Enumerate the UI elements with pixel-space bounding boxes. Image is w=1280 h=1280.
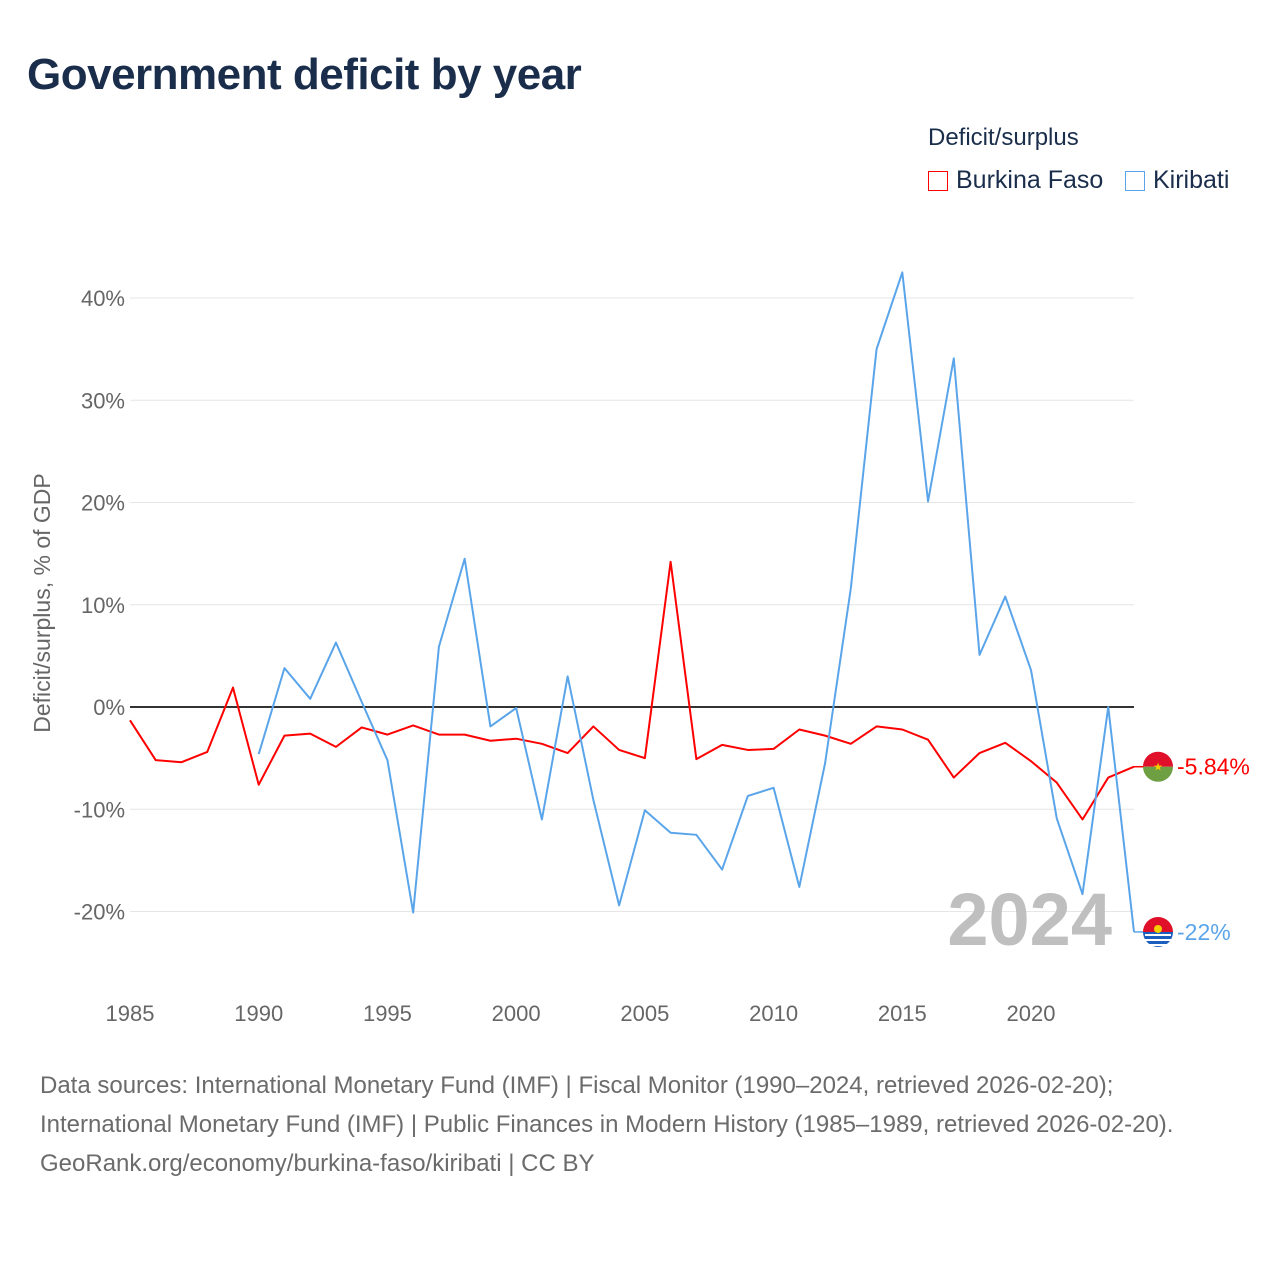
legend-swatch bbox=[1125, 170, 1145, 191]
chart-title: Government deficit by year bbox=[27, 50, 582, 99]
x-tick-label: 2000 bbox=[492, 1001, 541, 1026]
legend-label: Kiribati bbox=[1153, 166, 1230, 194]
x-tick-label: 2005 bbox=[620, 1001, 669, 1026]
flag-burkina-faso-icon bbox=[1143, 751, 1173, 767]
legend-swatch bbox=[928, 170, 948, 191]
sun-icon bbox=[1154, 924, 1162, 933]
y-tick-label: 10% bbox=[81, 593, 125, 618]
star-icon: ★ bbox=[1153, 762, 1163, 774]
legend-title: Deficit/surplus bbox=[928, 124, 1079, 151]
legend-label: Burkina Faso bbox=[956, 166, 1104, 194]
data-sources: Data sources: International Monetary Fun… bbox=[40, 1072, 1174, 1138]
y-tick-label: -20% bbox=[74, 900, 125, 925]
y-tick-label: 40% bbox=[81, 286, 125, 311]
credit-link[interactable]: GeoRank.org/economy/burkina-faso/kiribat… bbox=[40, 1150, 595, 1177]
flag-burkina-faso-icon bbox=[1143, 766, 1173, 782]
line-chart: 40% 30% 20% 10% 0% -10% -20% 1985 1990 1995 2000 20… bbox=[29, 271, 1250, 1026]
y-tick-label: 0% bbox=[93, 695, 125, 720]
flag-kiribati-icon bbox=[1143, 916, 1173, 932]
x-tick-label: 1985 bbox=[106, 1001, 155, 1026]
legend-item-burkina-faso[interactable]: Burkina Faso bbox=[928, 166, 1103, 195]
y-axis-label: Deficit/surplus, % of GDP bbox=[29, 473, 55, 732]
series-line-burkina-faso bbox=[129, 560, 1135, 821]
x-tick-label: 2015 bbox=[878, 1001, 927, 1026]
x-tick-label: 1990 bbox=[234, 1001, 283, 1026]
y-tick-label: -10% bbox=[74, 797, 125, 822]
x-tick-label: 1995 bbox=[363, 1001, 412, 1026]
legend-item-kiribati[interactable]: Kiribati bbox=[1125, 166, 1229, 195]
year-watermark: 2024 bbox=[947, 878, 1112, 961]
y-tick-label: 30% bbox=[81, 388, 125, 413]
end-value-label: -5.84% bbox=[1177, 754, 1250, 780]
y-tick-label: 20% bbox=[81, 491, 125, 516]
end-value-label: -22% bbox=[1177, 919, 1231, 945]
series-line-kiribati bbox=[257, 271, 1135, 933]
x-tick-label: 2020 bbox=[1007, 1001, 1056, 1026]
footer: Data sources: International Monetary Fun… bbox=[40, 1066, 1240, 1183]
x-tick-label: 2010 bbox=[749, 1001, 798, 1026]
